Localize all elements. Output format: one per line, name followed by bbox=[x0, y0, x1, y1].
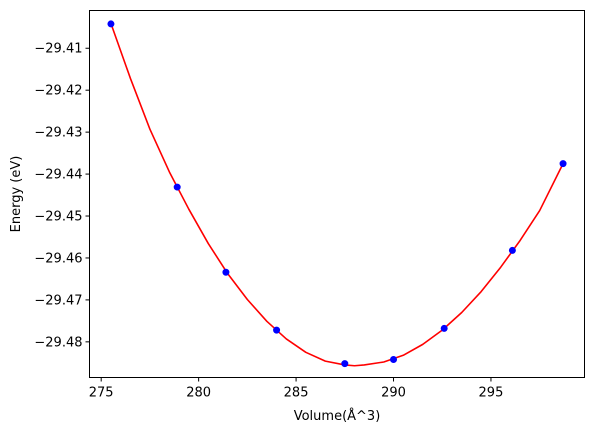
y-tick-label: −29.46 bbox=[34, 251, 82, 266]
x-axis-label: Volume(Å^3) bbox=[294, 408, 381, 424]
data-point bbox=[440, 324, 448, 332]
y-tick-label: −29.45 bbox=[34, 210, 82, 225]
data-point bbox=[107, 20, 115, 28]
x-tick-label: 295 bbox=[479, 386, 504, 401]
y-tick-label: −29.48 bbox=[34, 335, 82, 350]
y-tick-label: −29.43 bbox=[34, 126, 82, 141]
axis-ticks: 275 280 285 290 295 −29.41 −29.42 −29.43 −29.44 −… bbox=[34, 42, 503, 401]
x-tick-label: 280 bbox=[186, 386, 211, 401]
y-tick-label: −29.47 bbox=[34, 293, 82, 308]
y-tick-label: −29.44 bbox=[34, 168, 82, 183]
data-point bbox=[222, 268, 230, 276]
plot-area bbox=[107, 20, 567, 368]
fit-curve-line bbox=[110, 22, 564, 367]
y-axis-label: Energy (eV) bbox=[9, 156, 24, 233]
data-point bbox=[341, 360, 349, 368]
data-point bbox=[173, 183, 181, 191]
y-tick-label: −29.41 bbox=[34, 42, 82, 57]
plot-frame bbox=[89, 10, 585, 378]
data-point bbox=[390, 355, 398, 363]
x-tick-label: 275 bbox=[89, 386, 114, 401]
x-tick-label: 290 bbox=[381, 386, 406, 401]
data-point bbox=[559, 160, 567, 168]
data-point bbox=[508, 246, 516, 254]
data-point bbox=[273, 326, 281, 334]
y-tick-label: −29.42 bbox=[34, 84, 82, 99]
x-tick-label: 285 bbox=[284, 386, 309, 401]
